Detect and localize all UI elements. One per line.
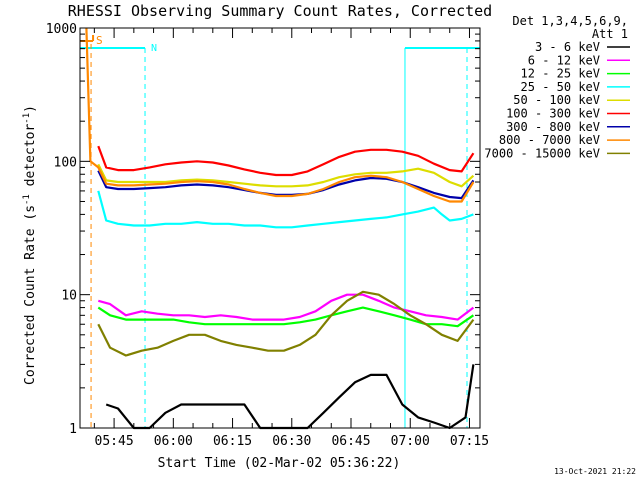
legend-label-2: 12 - 25 keV: [521, 67, 600, 81]
saa-label: S: [96, 34, 103, 47]
y-tick-label-3: 1000: [46, 22, 77, 37]
y-axis-label-exponent-1: -1: [22, 194, 32, 205]
plot-frame: [79, 27, 481, 429]
series-line-2: [97, 306, 475, 328]
series-line-8: [97, 290, 475, 357]
x-tick-label-3: 06:30: [272, 434, 311, 449]
legend-label-1: 6 - 12 keV: [528, 53, 600, 67]
x-tick-label-1: 06:00: [154, 434, 193, 449]
x-tick-label-5: 07:00: [391, 434, 430, 449]
night-label: N: [151, 43, 157, 54]
chart-title: RHESSI Observing Summary Count Rates, Co…: [68, 2, 492, 20]
y-tick-label-0: 1: [69, 422, 77, 437]
legend-label-8: 7000 - 15000 keV: [484, 146, 600, 160]
legend-label-7: 800 - 7000 keV: [499, 133, 600, 147]
generation-timestamp: 13-Oct-2021 21:22: [554, 467, 636, 476]
series-line-4: [97, 163, 475, 188]
y-axis-label-exponent-2: -1: [22, 113, 32, 124]
series-line-3: [97, 190, 474, 229]
plot-area: NS: [80, 27, 480, 430]
x-tick-label-4: 06:45: [331, 434, 370, 449]
axes: 1 10 100 1000 05:45 06:00 06:15 06:30 06:45 07:00…: [46, 22, 489, 449]
legend-header-line1: Det 1,3,4,5,6,9,: [512, 14, 628, 28]
x-tick-label-6: 07:15: [450, 434, 489, 449]
y-axis-label-end: ): [23, 105, 38, 113]
y-tick-label-2: 100: [54, 155, 77, 170]
y-tick-label-1: 10: [61, 289, 77, 304]
legend-label-0: 3 - 6 keV: [535, 40, 600, 54]
series-line-7: [85, 27, 475, 203]
series-line-1: [98, 293, 475, 321]
legend-label-5: 100 - 300 keV: [506, 107, 600, 121]
legend-label-4: 50 - 100 keV: [513, 93, 600, 107]
legend-label-6: 300 - 800 keV: [506, 120, 600, 134]
series-line-0: [105, 364, 475, 430]
y-axis-label-mid: detector: [23, 124, 38, 195]
x-tick-label-2: 06:15: [213, 434, 252, 449]
y-axis-label-main: Corrected Count Rate (s: [23, 205, 38, 385]
x-tick-label-0: 05:45: [95, 434, 134, 449]
legend-header-line2: Att 1: [592, 27, 628, 41]
y-axis-label: Corrected Count Rate (s-1 detector-1): [22, 105, 38, 385]
series-line-5: [97, 145, 475, 177]
x-axis-label: Start Time (02-Mar-02 05:36:22): [158, 456, 401, 471]
legend-label-3: 25 - 50 keV: [521, 80, 600, 94]
